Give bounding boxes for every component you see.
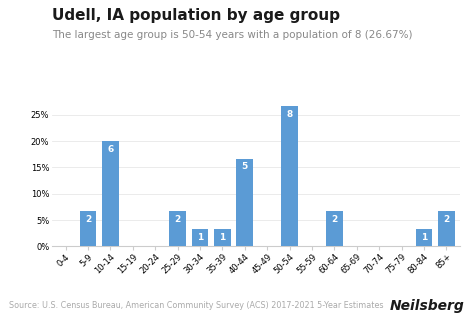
Bar <box>80 211 96 246</box>
Text: 2: 2 <box>85 215 91 224</box>
Text: Neilsberg: Neilsberg <box>390 299 465 313</box>
Bar <box>438 211 455 246</box>
Bar <box>416 229 432 246</box>
Bar <box>326 211 343 246</box>
Text: 1: 1 <box>219 233 226 242</box>
Bar <box>102 141 119 246</box>
Text: 1: 1 <box>197 233 203 242</box>
Bar <box>214 229 231 246</box>
Bar <box>281 106 298 246</box>
Bar <box>191 229 209 246</box>
Text: 6: 6 <box>107 145 113 154</box>
Text: 2: 2 <box>443 215 449 224</box>
Text: 5: 5 <box>242 162 248 171</box>
Text: 2: 2 <box>331 215 337 224</box>
Text: Udell, IA population by age group: Udell, IA population by age group <box>52 8 340 23</box>
Text: 2: 2 <box>174 215 181 224</box>
Text: 8: 8 <box>286 110 292 119</box>
Bar <box>169 211 186 246</box>
Text: 1: 1 <box>421 233 427 242</box>
Text: Source: U.S. Census Bureau, American Community Survey (ACS) 2017-2021 5-Year Est: Source: U.S. Census Bureau, American Com… <box>9 301 384 310</box>
Text: The largest age group is 50-54 years with a population of 8 (26.67%): The largest age group is 50-54 years wit… <box>52 30 413 40</box>
Bar <box>237 159 253 246</box>
